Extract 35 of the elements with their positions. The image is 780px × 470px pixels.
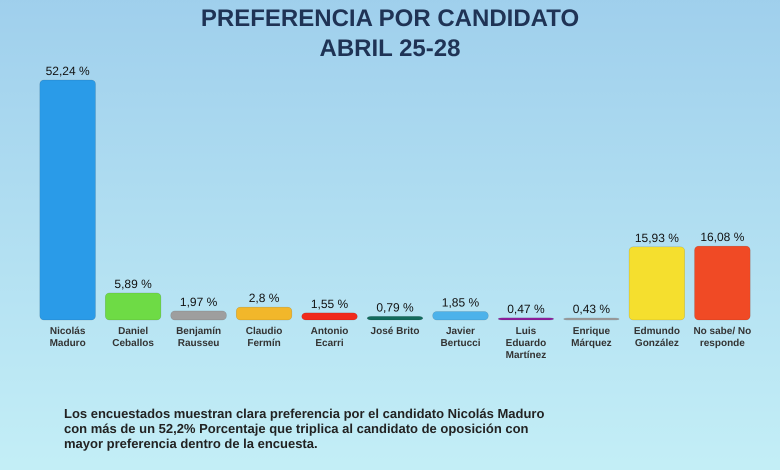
x-tick-label: Daniel Ceballos xyxy=(112,326,154,349)
data-label: 0,47 % xyxy=(507,302,545,316)
data-label: 1,55 % xyxy=(310,296,349,311)
bar xyxy=(301,312,358,320)
data-label: 52,24 % xyxy=(46,64,90,78)
x-tick-label: Edmundo González xyxy=(634,326,680,349)
x-tick-label: Javier Bertucci xyxy=(440,326,481,349)
bar xyxy=(170,310,227,320)
bar xyxy=(498,318,554,320)
data-label: 15,93 % xyxy=(634,230,680,245)
chart-title: PREFERENCIA POR CANDIDATO xyxy=(200,5,580,32)
bar xyxy=(432,311,489,320)
chart-subtitle: ABRIL 25-28 xyxy=(320,35,460,62)
data-label: 2,8 % xyxy=(248,291,280,306)
x-tick-label: Antonio Ecarri xyxy=(310,326,348,349)
bar xyxy=(628,246,685,320)
bar xyxy=(105,292,162,320)
data-label: 1,85 % xyxy=(442,296,480,310)
bar xyxy=(236,306,292,320)
bar xyxy=(40,80,96,320)
x-tick-label: Benjamín Rausseu xyxy=(176,326,222,349)
bar xyxy=(366,316,424,320)
data-label: 0,79 % xyxy=(376,300,414,314)
x-tick-label: Luis Eduardo Martínez xyxy=(506,326,546,361)
data-label: 5,89 % xyxy=(114,276,152,291)
data-label: 16,08 % xyxy=(700,230,745,244)
x-tick-label: Enrique Márquez xyxy=(571,326,612,349)
data-label: 1,97 % xyxy=(180,294,218,309)
x-tick-label: José Brito xyxy=(370,326,420,337)
data-label: 0,43 % xyxy=(572,302,610,316)
text: Los encuestados muestran clara preferencia por el candidato Nicolás Maduro con más de un 52,2% Porcentaje que triplica al candidato de oposición con mayor preferencia dentro de la encuesta. xyxy=(64,406,544,451)
x-tick-label: No sabe/ No responde xyxy=(693,326,752,349)
x-tick-label: Nicolás Maduro xyxy=(50,326,86,349)
x-tick-label: Claudio Fermín xyxy=(246,326,282,349)
bar xyxy=(694,246,750,320)
